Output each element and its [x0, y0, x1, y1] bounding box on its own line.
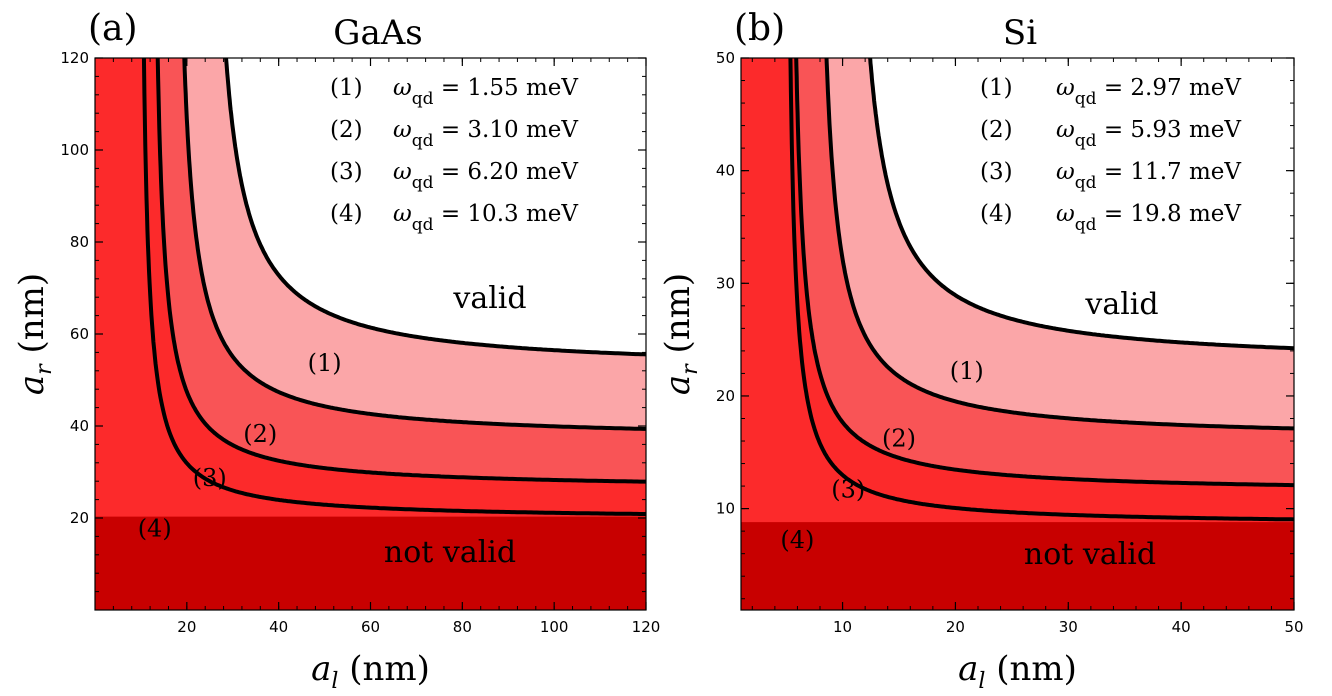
legend-tag-4: (4)	[330, 201, 363, 227]
legend-entry-1: ωqd = 1.55 meV	[393, 75, 578, 109]
region-4	[741, 522, 1294, 610]
y-tick-label: 60	[70, 325, 89, 343]
x-tick-label: 60	[361, 618, 380, 636]
x-tick-label: 10	[833, 618, 852, 636]
y-tick-label: 40	[716, 162, 735, 180]
panel-title: Si	[1003, 13, 1037, 53]
x-tick-label: 30	[1059, 618, 1078, 636]
panel-label: (a)	[88, 8, 138, 49]
x-tick-label: 20	[177, 618, 196, 636]
boundary-curve-4	[141, 58, 646, 516]
legend-entry-2: ωqd = 3.10 meV	[393, 117, 578, 151]
curve-tag-1: (1)	[308, 349, 342, 377]
legend-tag-4: (4)	[980, 201, 1013, 227]
legend-entry-1: ωqd = 2.97 meV	[1056, 75, 1241, 109]
x-tick-label: 40	[269, 618, 288, 636]
y-tick-label: 50	[716, 49, 735, 67]
curve-tag-2: (2)	[243, 420, 277, 448]
plot-area	[741, 58, 1294, 610]
legend-tag-1: (1)	[980, 75, 1013, 101]
x-tick-label: 80	[453, 618, 472, 636]
boundary-curve-2	[182, 58, 646, 431]
y-tick-label: 10	[716, 500, 735, 518]
x-tick-label: 120	[632, 618, 661, 636]
x-tick-label: 40	[1172, 618, 1191, 636]
curve-tag-4: (4)	[780, 526, 814, 554]
panel-title: GaAs	[333, 13, 422, 53]
legend-tag-2: (2)	[980, 117, 1013, 143]
y-tick-label: 20	[70, 509, 89, 527]
y-tick-label: 120	[60, 49, 89, 67]
panel-label: (b)	[734, 8, 785, 49]
valid-label: valid	[1084, 287, 1158, 322]
x-tick-label: 50	[1284, 618, 1303, 636]
not-valid-label: not valid	[384, 535, 516, 570]
legend-tag-2: (2)	[330, 117, 363, 143]
legend-entry-4: ωqd = 19.8 meV	[1056, 201, 1241, 235]
boundary-curve-1	[868, 58, 1294, 351]
y-tick-label: 30	[716, 274, 735, 292]
legend-entry-3: ωqd = 6.20 meV	[393, 159, 578, 193]
y-tick-label: 20	[716, 387, 735, 405]
y-tick-label: 40	[70, 417, 89, 435]
boundary-curve-4	[788, 58, 1294, 522]
y-tick-label: 80	[70, 233, 89, 251]
not-valid-label: not valid	[1024, 537, 1156, 572]
y-axis-label: ar (nm)	[12, 273, 57, 395]
legend-entry-4: ωqd = 10.3 meV	[393, 201, 578, 235]
legend-tag-3: (3)	[330, 159, 363, 185]
y-tick-label: 100	[60, 141, 89, 159]
curve-tag-1: (1)	[950, 357, 984, 385]
curve-tag-2: (2)	[882, 425, 916, 453]
x-tick-label: 20	[946, 618, 965, 636]
curve-tag-3: (3)	[831, 475, 865, 503]
plot-frame	[740, 57, 1295, 611]
x-tick-label: 100	[540, 618, 569, 636]
region-3	[95, 58, 646, 610]
y-axis-label: ar (nm)	[658, 273, 703, 395]
legend-entry-3: ωqd = 11.7 meV	[1056, 159, 1241, 193]
boundary-curve-1	[224, 58, 646, 357]
legend-entry-2: ωqd = 5.93 meV	[1056, 117, 1241, 151]
x-axis-label: al (nm)	[958, 649, 1077, 694]
legend-tag-1: (1)	[330, 75, 363, 101]
region-3	[741, 58, 1294, 610]
boundary-curve-2	[824, 58, 1294, 431]
region-4	[95, 516, 646, 610]
valid-label: valid	[452, 281, 526, 316]
curve-tag-3: (3)	[193, 464, 227, 492]
x-axis-label: al (nm)	[311, 649, 430, 694]
boundary-curve-3	[794, 58, 1294, 488]
boundary-curve-3	[155, 58, 646, 484]
curve-tag-4: (4)	[138, 514, 172, 542]
legend-tag-3: (3)	[980, 159, 1013, 185]
plot-area	[95, 58, 646, 610]
